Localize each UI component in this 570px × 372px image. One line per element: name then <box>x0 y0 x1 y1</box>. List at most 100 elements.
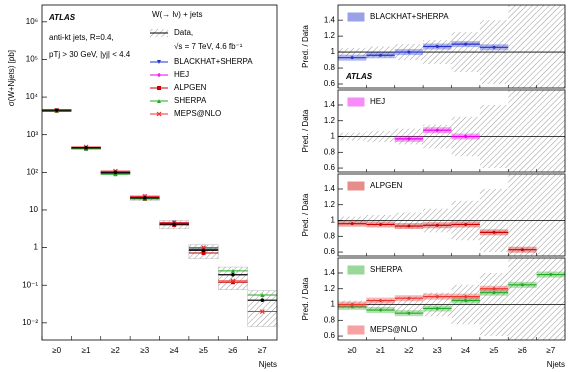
marker <box>464 42 468 46</box>
y-tick-label: 1 <box>331 300 336 309</box>
marker <box>113 172 118 177</box>
y-tick-label: 1.4 <box>324 100 336 109</box>
legend-swatch <box>347 325 365 335</box>
marker <box>435 306 439 310</box>
marker <box>379 53 383 57</box>
y-axis-label: σ(W+Njets) [pb] <box>7 50 16 106</box>
y-tick-label: 0.6 <box>324 247 336 256</box>
marker <box>157 73 161 77</box>
marker <box>492 230 496 234</box>
data-point <box>172 222 176 226</box>
marker <box>435 295 439 299</box>
y-axis-label: Pred. / Data <box>301 277 310 320</box>
y-tick-label: 1.4 <box>324 184 336 193</box>
x-tick-label: ≥6 <box>229 346 238 355</box>
marker <box>379 299 383 303</box>
x-tick-label: ≥4 <box>170 346 179 355</box>
marker <box>230 278 236 284</box>
legend-label: BLACKHAT+SHERPA <box>174 57 253 66</box>
panel-frame <box>337 4 566 89</box>
plot-frame <box>41 4 278 341</box>
y-tick-label: 1 <box>331 132 336 141</box>
marker <box>492 287 496 291</box>
y-tick-label: 0.6 <box>324 331 336 340</box>
marker <box>201 245 206 251</box>
x-axis-label: Njets <box>547 360 565 369</box>
legend-title: W(→ lν) + jets <box>152 10 202 19</box>
y-tick-label: 1.2 <box>324 284 336 293</box>
marker <box>407 50 411 54</box>
y-tick-label: 1.2 <box>324 200 336 209</box>
y-tick-label: 1.2 <box>324 31 336 40</box>
marker <box>350 222 354 226</box>
y-tick-label: 10⁻¹ <box>22 280 38 289</box>
marker <box>435 128 439 132</box>
x-tick-label: ≥0 <box>52 346 61 355</box>
marker <box>407 137 411 141</box>
y-tick-label: 0.8 <box>324 315 336 324</box>
x-tick-label: ≥5 <box>490 346 499 355</box>
y-tick-label: 1 <box>34 243 39 252</box>
data-point <box>231 272 235 277</box>
y-tick-label: 10⁻² <box>22 318 38 327</box>
x-tick-label: ≥7 <box>546 346 555 355</box>
x-tick-label: ≥4 <box>461 346 470 355</box>
y-tick-label: 0.8 <box>324 231 336 240</box>
y-axis-label: Pred. / Data <box>301 193 310 236</box>
data-uncertainty <box>508 5 537 88</box>
legend-swatch <box>347 265 365 275</box>
x-axis-label: Njets <box>259 360 277 369</box>
data-point <box>201 248 206 253</box>
x-tick-label: ≥2 <box>111 346 120 355</box>
y-tick-label: 0.6 <box>324 79 336 88</box>
x-tick-label: ≥7 <box>258 346 267 355</box>
legend-label: BLACKHAT+SHERPA <box>370 12 449 21</box>
data-uncertainty <box>218 266 248 290</box>
data-point <box>84 145 88 150</box>
y-tick-label: 1 <box>331 47 336 56</box>
y-tick-label: 10⁶ <box>26 17 38 26</box>
marker <box>464 295 468 299</box>
data-point <box>260 298 265 302</box>
data-point <box>113 170 118 175</box>
data-uncertainty <box>508 258 537 340</box>
legend-label: ALPGEN <box>174 83 207 92</box>
y-axis-label: Pred. / Data <box>301 109 310 152</box>
legend-swatch <box>347 12 365 22</box>
legend-label: √s = 7 TeV, 4.6 fb⁻¹ <box>174 42 243 51</box>
marker <box>350 305 354 309</box>
legend-label: MEPS@NLO <box>174 109 221 118</box>
data-uncertainty <box>536 258 565 340</box>
marker <box>157 60 161 64</box>
marker <box>379 222 383 226</box>
data-point <box>143 196 147 200</box>
marker <box>260 292 265 297</box>
legend-swatch <box>347 97 365 107</box>
x-tick-label: ≥1 <box>376 346 385 355</box>
marker <box>520 283 524 287</box>
y-tick-label: 10⁵ <box>26 55 38 64</box>
experiment-label: ATLAS <box>48 13 76 22</box>
legend-label: Data, <box>174 28 193 37</box>
marker <box>407 311 411 315</box>
data-uncertainty <box>536 5 565 88</box>
data-uncertainty <box>536 174 565 256</box>
panel-frame <box>337 173 566 257</box>
marker <box>464 222 468 226</box>
marker <box>520 248 524 252</box>
data-uncertainty <box>508 90 537 172</box>
legend-label: HEJ <box>370 97 385 106</box>
y-tick-label: 1.2 <box>324 116 336 125</box>
data-uncertainty <box>536 90 565 172</box>
marker <box>259 309 265 314</box>
marker <box>492 45 496 49</box>
experiment-label: ATLAS <box>345 72 373 81</box>
marker <box>350 56 354 60</box>
y-tick-label: 10³ <box>26 130 38 139</box>
data-point <box>54 108 59 112</box>
x-tick-label: ≥2 <box>405 346 414 355</box>
y-tick-label: 10² <box>26 167 38 176</box>
legend-label: SHERPA <box>174 96 207 105</box>
y-tick-label: 10⁴ <box>26 92 39 101</box>
y-tick-label: 0.8 <box>324 63 336 72</box>
